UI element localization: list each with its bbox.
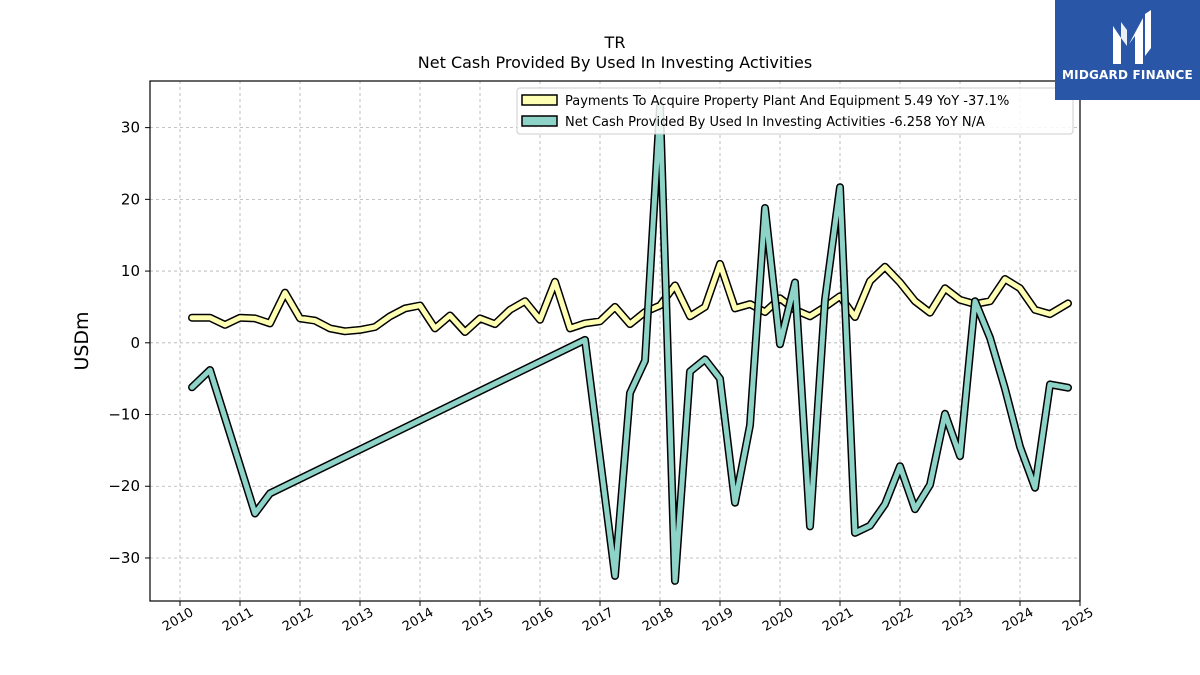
legend-label-investing: Net Cash Provided By Used In Investing A… xyxy=(565,115,985,130)
x-tick-label: 2019 xyxy=(700,605,736,635)
y-tick-label: −30 xyxy=(108,549,140,567)
logo-text: MIDGARD FINANCE xyxy=(1062,68,1193,82)
y-tick-label: 30 xyxy=(121,119,140,137)
x-tick-label: 2011 xyxy=(220,605,256,635)
x-tick-label: 2012 xyxy=(280,605,316,635)
x-tick-label: 2025 xyxy=(1060,605,1096,635)
grid xyxy=(150,81,1081,601)
chart-title: TR xyxy=(604,33,626,52)
x-tick-label: 2017 xyxy=(580,605,616,635)
brand-logo: MIDGARD FINANCE xyxy=(1055,0,1200,100)
legend-swatch-capex xyxy=(521,94,558,106)
midgard-finance-logo-icon xyxy=(1113,10,1151,64)
x-tick-label: 2015 xyxy=(460,605,496,635)
y-tick-label: 20 xyxy=(121,190,140,208)
legend-label-capex: Payments To Acquire Property Plant And E… xyxy=(565,94,1009,109)
series-line-1 xyxy=(189,103,1071,584)
legend-box xyxy=(516,87,1074,135)
x-tick-label: 2018 xyxy=(640,605,676,635)
chart-subtitle: Net Cash Provided By Used In Investing A… xyxy=(418,53,812,72)
series-outline-1 xyxy=(188,102,1072,585)
y-axis-label: USDm xyxy=(71,311,93,370)
series-line-0 xyxy=(189,261,1071,335)
x-tick-label: 2010 xyxy=(160,605,196,635)
legend: Payments To Acquire Property Plant And E… xyxy=(516,87,1074,135)
legend-swatch-investing xyxy=(521,115,558,127)
x-tick-label: 2021 xyxy=(820,605,856,635)
plot-frame xyxy=(149,80,1081,602)
x-tick-label: 2020 xyxy=(760,605,796,635)
x-tick-label: 2016 xyxy=(520,605,556,635)
series-lines xyxy=(188,102,1072,585)
x-tick-label: 2013 xyxy=(340,605,376,635)
y-tick-label: −20 xyxy=(108,477,140,495)
x-tick-label: 2023 xyxy=(940,605,976,635)
y-tick-label: −10 xyxy=(108,406,140,424)
x-tick-label: 2014 xyxy=(400,605,436,635)
axis-ticks: −30 −20 −10 0 10 20 30 2010 2011 2012 2013 2014 2015… xyxy=(108,119,1096,635)
x-tick-label: 2024 xyxy=(1000,605,1036,635)
x-tick-label: 2022 xyxy=(880,605,916,635)
y-tick-label: 0 xyxy=(130,334,140,352)
y-tick-label: 10 xyxy=(121,262,140,280)
